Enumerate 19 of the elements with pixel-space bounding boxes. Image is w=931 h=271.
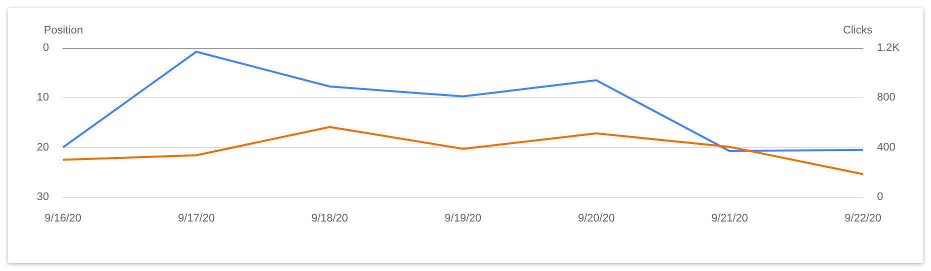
x-tick-label: 9/21/20 [711, 212, 748, 224]
x-tick-label: 9/17/20 [178, 212, 215, 224]
x-tick-label: 9/22/20 [844, 212, 882, 224]
x-tick-label: 9/16/20 [44, 212, 82, 224]
line-series [62, 50, 864, 152]
y2-tick-label: 1.2K [877, 42, 900, 54]
y-axis-title: Position [44, 24, 83, 36]
y2-tick-label: 800 [877, 92, 896, 104]
y2-axis-title: Clicks [843, 24, 873, 36]
line-series [62, 126, 864, 176]
x-tick-label: 9/18/20 [311, 212, 348, 224]
y-tick-label: 30 [36, 191, 49, 203]
y-tick-label: 0 [42, 42, 49, 54]
y2-tick-label: 400 [877, 141, 896, 154]
x-tick-label: 9/20/20 [578, 212, 615, 224]
y-tick-label: 20 [36, 141, 49, 154]
y-tick-label: 10 [36, 92, 49, 104]
y2-tick-label: 0 [877, 191, 884, 203]
x-tick-label: 9/19/20 [444, 212, 482, 224]
